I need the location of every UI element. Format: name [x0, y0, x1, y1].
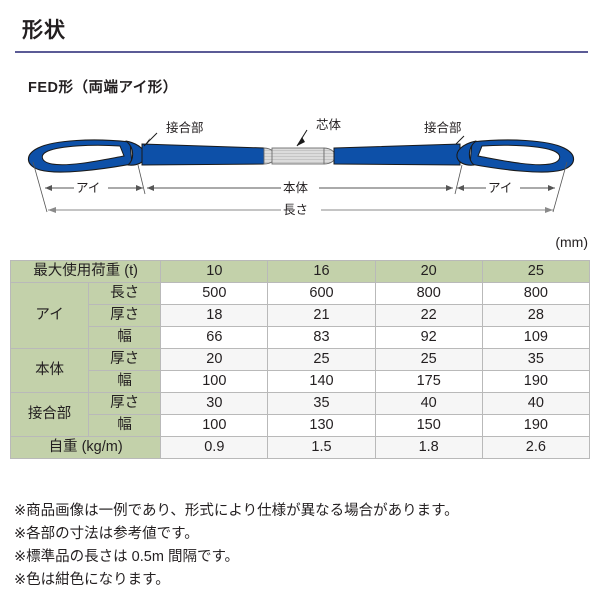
- footnote-3: ※標準品の長さは 0.5m 間隔です。: [14, 549, 239, 565]
- header-capacity-25: 25: [481, 260, 591, 283]
- footnote-4: ※色は紺色になります。: [14, 572, 170, 588]
- cell-weight-16: 1.5: [267, 436, 376, 459]
- group-label-joint: 接合部: [9, 392, 90, 437]
- sub-label-eye-thickness: 厚さ: [88, 304, 162, 327]
- table-row: 幅 100 140 175 190: [11, 370, 591, 393]
- label-joint-left: 接合部: [166, 120, 204, 135]
- footnote-1: ※商品画像は一例であり、形式により仕様が異なる場合があります。: [14, 503, 459, 519]
- cell-eye-width-16: 83: [267, 326, 376, 349]
- row-label-weight: 自重 (kg/m): [9, 436, 162, 459]
- sub-label-body-thickness: 厚さ: [88, 348, 162, 371]
- page-title: 形状: [22, 19, 66, 42]
- cell-eye-width-25: 109: [481, 326, 591, 349]
- cell-eye-thickness-20: 22: [374, 304, 483, 327]
- sub-label-joint-width: 幅: [88, 414, 162, 437]
- header-capacity-20: 20: [374, 260, 483, 283]
- right-body-strap: [333, 143, 461, 166]
- header-capacity-label: 最大使用荷重 (t): [9, 260, 162, 283]
- cell-body-thickness-25: 35: [481, 348, 591, 371]
- table-row: 幅 66 83 92 109: [11, 326, 591, 349]
- cell-body-width-20: 175: [374, 370, 483, 393]
- footnote-2: ※各部の寸法は参考値です。: [14, 526, 199, 542]
- sub-label-joint-thickness: 厚さ: [88, 392, 162, 415]
- cell-eye-length-16: 600: [267, 282, 376, 305]
- unit-note: (mm): [555, 234, 588, 250]
- cell-body-thickness-16: 25: [267, 348, 376, 371]
- title-divider: [15, 51, 588, 53]
- cell-eye-length-25: 800: [481, 282, 591, 305]
- cell-joint-thickness-20: 40: [374, 392, 483, 415]
- label-core: 芯体: [316, 118, 342, 132]
- cell-joint-thickness-16: 35: [267, 392, 376, 415]
- cell-eye-width-20: 92: [374, 326, 483, 349]
- cell-eye-width-10: 66: [160, 326, 269, 349]
- specification-table: 最大使用荷重 (t) 10 16 20 25 アイ 長さ 500 600 800…: [9, 260, 591, 459]
- table-row: 幅 100 130 150 190: [11, 414, 591, 437]
- cell-body-thickness-20: 25: [374, 348, 483, 371]
- left-eye-loop: [27, 139, 146, 173]
- cell-joint-width-20: 150: [374, 414, 483, 437]
- cell-eye-thickness-16: 21: [267, 304, 376, 327]
- table-row: 厚さ 18 21 22 28: [11, 304, 591, 327]
- cell-joint-thickness-10: 30: [160, 392, 269, 415]
- left-body-strap: [141, 143, 265, 166]
- group-label-eye: アイ: [9, 282, 90, 349]
- dimension-label-eye-right: アイ: [488, 181, 512, 195]
- cell-eye-length-20: 800: [374, 282, 483, 305]
- cell-eye-length-10: 500: [160, 282, 269, 305]
- cell-body-width-10: 100: [160, 370, 269, 393]
- cell-weight-25: 2.6: [481, 436, 591, 459]
- dimension-label-eye-left: アイ: [76, 181, 100, 195]
- cell-body-width-25: 190: [481, 370, 591, 393]
- sling-diagram: 接合部 芯体 接合部 アイ 本体 アイ: [14, 108, 586, 230]
- sub-label-body-width: 幅: [88, 370, 162, 393]
- header-capacity-10: 10: [160, 260, 269, 283]
- cell-body-thickness-10: 20: [160, 348, 269, 371]
- cell-joint-thickness-25: 40: [481, 392, 591, 415]
- cell-joint-width-10: 100: [160, 414, 269, 437]
- dimension-label-body: 本体: [283, 181, 309, 195]
- header-capacity-16: 16: [267, 260, 376, 283]
- table-header-row: 最大使用荷重 (t) 10 16 20 25: [9, 260, 591, 283]
- cell-weight-10: 0.9: [160, 436, 269, 459]
- label-joint-right: 接合部: [424, 120, 462, 135]
- cell-eye-thickness-25: 28: [481, 304, 591, 327]
- dimension-label-length: 長さ: [283, 203, 308, 217]
- cell-joint-width-25: 190: [481, 414, 591, 437]
- cell-weight-20: 1.8: [374, 436, 483, 459]
- sub-label-eye-length: 長さ: [88, 282, 162, 305]
- sub-label-eye-width: 幅: [88, 326, 162, 349]
- right-eye-loop: [456, 139, 575, 173]
- group-label-body: 本体: [9, 348, 90, 393]
- cell-eye-thickness-10: 18: [160, 304, 269, 327]
- core-section: [263, 147, 337, 165]
- table-row: 本体 厚さ 20 25 25 35: [9, 348, 591, 393]
- cell-joint-width-16: 130: [267, 414, 376, 437]
- footnotes: ※商品画像は一例であり、形式により仕様が異なる場合があります。 ※各部の寸法は参…: [14, 500, 594, 592]
- table-row: 接合部 厚さ 30 35 40 40: [9, 392, 591, 437]
- table-row: アイ 長さ 500 600 800 800: [9, 282, 591, 349]
- product-type-subtitle: FED形（両端アイ形）: [28, 80, 178, 96]
- cell-body-width-16: 140: [267, 370, 376, 393]
- table-row: 自重 (kg/m) 0.9 1.5 1.8 2.6: [9, 436, 591, 459]
